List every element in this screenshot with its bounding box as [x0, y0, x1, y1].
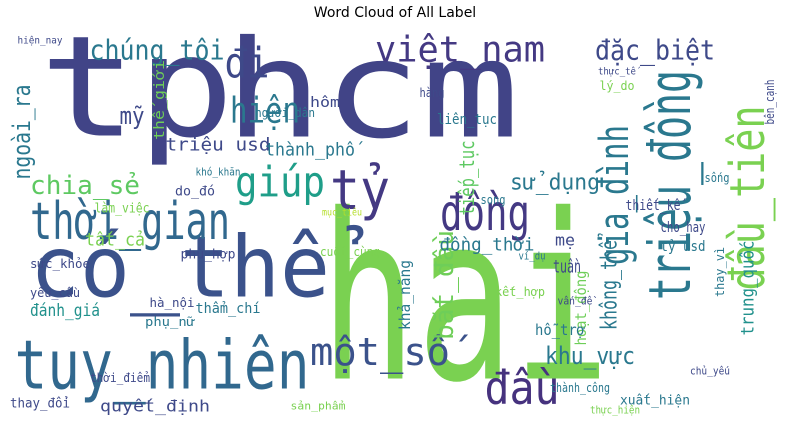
word: khó_khăn — [196, 166, 241, 179]
word: chia_sẻ — [30, 171, 140, 201]
word: tỷ usd — [661, 239, 706, 255]
word: không_thể — [598, 233, 623, 330]
word: chúng_tôi — [90, 34, 225, 68]
word: làm_việc — [95, 202, 150, 217]
word: thế_giới — [152, 60, 168, 140]
word: thực_tế — [598, 66, 640, 78]
word: trung_quốc — [738, 241, 759, 336]
word: thay_vì — [713, 247, 727, 297]
word: sử_dụng — [510, 171, 600, 196]
word: tuần — [553, 257, 581, 278]
word: kết_hợp — [495, 285, 545, 299]
word: đầu_tiên — [720, 106, 776, 291]
word: triệu_đồng — [636, 70, 704, 300]
word: cuối_cùng — [320, 245, 380, 259]
word: sức_khỏe — [30, 257, 90, 271]
word: bên_cạnh — [763, 80, 777, 125]
word: tất_cả — [85, 230, 145, 251]
word: thiết_kế — [626, 198, 687, 214]
word: hàng — [420, 86, 445, 100]
word: đặc_biệt — [595, 34, 715, 68]
word: triệu usd — [166, 135, 271, 156]
word: tiếp_tục — [455, 141, 479, 216]
word: xuất_hiện — [620, 394, 690, 409]
word: phù_hợp — [181, 248, 236, 263]
word: tuy_nhiên — [15, 327, 310, 406]
word: quyết_định — [100, 397, 210, 416]
word: đồng — [440, 184, 530, 242]
chart-title: Word Cloud of All Label — [314, 5, 476, 21]
word: gia_đình — [592, 125, 638, 265]
word: hỗ_trợ — [535, 321, 585, 339]
word: đi — [225, 39, 270, 88]
word: việt_nam — [375, 30, 545, 71]
word: lý_do — [600, 79, 635, 93]
word: thời_gian — [30, 192, 230, 252]
word: bắt_đầu — [430, 230, 460, 340]
word: hiện — [230, 91, 300, 132]
word: liên_tục — [437, 112, 497, 128]
word: có_thể — [30, 219, 364, 318]
word: thời_điểm — [90, 371, 150, 385]
word: ví_dụ — [519, 250, 546, 263]
word: do_đó — [175, 185, 215, 200]
word: cho_hay — [661, 220, 706, 236]
word: người_dân — [255, 106, 315, 120]
word: sống — [705, 171, 730, 185]
word: một_số — [310, 330, 468, 375]
word: hcm — [225, 12, 520, 169]
word: khả_năng — [396, 260, 414, 330]
word: đầu — [485, 361, 560, 415]
word: hai — [320, 167, 610, 425]
word: thành_công — [550, 381, 610, 395]
word: mẹ — [555, 231, 575, 250]
word: hôm — [310, 95, 340, 111]
word: chủ_yếu — [690, 365, 730, 378]
word: hà_nội — [150, 296, 195, 310]
word: phụ_nữ — [145, 315, 195, 329]
word: thành_phố — [265, 140, 363, 161]
word: yêu_cầu — [30, 286, 80, 300]
word: hoạt_động — [572, 271, 590, 346]
word: mục_tiêu — [322, 207, 362, 219]
word: khu_vực — [545, 342, 635, 370]
word: ngoài_ra — [8, 85, 36, 180]
word: vấn_đề — [558, 295, 597, 308]
word: đồng_thời — [440, 235, 535, 256]
word: mỹ — [120, 102, 145, 130]
word: sản_phẩm — [291, 400, 346, 413]
word: thẩm_chí — [196, 301, 261, 317]
word: tỷ — [330, 158, 390, 222]
word: hiện_nay — [18, 35, 63, 47]
word: đánh_giá — [30, 301, 100, 321]
word: thực_hiện — [590, 404, 640, 417]
word: song — [481, 193, 506, 207]
word: thay_đổi — [10, 397, 70, 412]
word: tp — [40, 7, 235, 170]
word: giúp — [235, 158, 325, 207]
